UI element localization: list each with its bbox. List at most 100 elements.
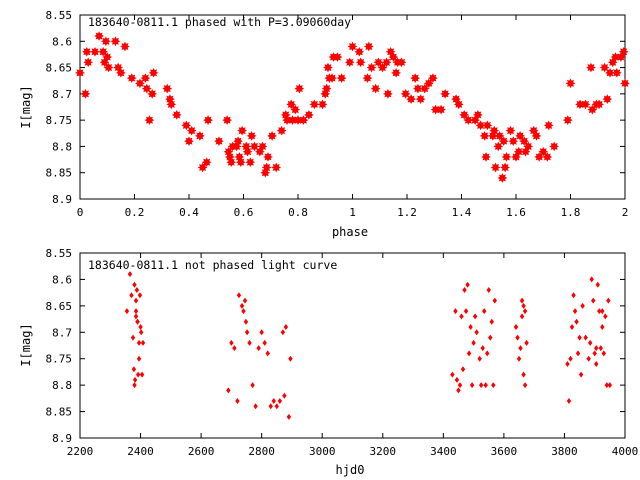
unphased-data-point	[462, 287, 467, 293]
unphased-data-point	[485, 350, 490, 357]
phased-data-point	[214, 136, 224, 147]
phased-data-point	[83, 57, 94, 68]
phased-data-point	[428, 73, 438, 83]
phased-data-point	[413, 83, 423, 94]
phased-data-point	[519, 136, 530, 147]
unphased-data-point	[136, 339, 142, 346]
phased-data-point	[500, 162, 510, 173]
phased-data-point	[490, 162, 501, 173]
unphased-data-point	[465, 281, 470, 288]
unphased-data-point	[592, 350, 597, 357]
phased-xtick-label: 0.8	[288, 206, 308, 219]
unphased-data-point	[478, 382, 484, 389]
unphased-data-point	[456, 387, 461, 394]
phased-data-point	[140, 73, 151, 83]
phased-data-point	[479, 131, 490, 141]
phased-data-point	[162, 83, 173, 94]
phased-data-point	[436, 104, 446, 115]
unphased-data-point	[280, 329, 286, 336]
unphased-data-point	[277, 398, 283, 404]
unphased-xtick-label: 2800	[248, 445, 275, 458]
unphased-data-point	[569, 324, 575, 330]
phased-data-point	[197, 162, 208, 173]
unphased-ytick-label: 8.7	[52, 326, 72, 339]
unphased-data-point	[595, 281, 600, 288]
unphased-data-point	[132, 376, 138, 383]
unphased-data-point	[604, 382, 610, 389]
unphased-data-point	[139, 371, 145, 378]
unphased-data-point	[469, 382, 475, 389]
phased-data-point	[620, 78, 630, 89]
unphased-data-point	[133, 308, 139, 315]
unphased-ytick-label: 8.65	[46, 300, 73, 313]
phased-data-point	[317, 99, 328, 110]
phased-data-point	[141, 83, 152, 94]
phased-data-point	[282, 115, 292, 125]
phased-xtick-label: 2	[622, 206, 629, 219]
phased-plot-title: 183640-0811.1 phased with P=3.09060day	[88, 15, 351, 29]
unphased-data-point	[483, 382, 488, 389]
unphased-data-point	[256, 345, 261, 352]
unphased-ytick-label: 8.9	[52, 432, 72, 445]
unphased-data-point	[606, 297, 611, 304]
phased-data-point	[201, 157, 212, 168]
phased-data-point	[453, 99, 464, 110]
phased-data-point	[363, 41, 374, 52]
phased-data-point	[271, 162, 282, 173]
unphased-data-point	[601, 350, 607, 357]
phased-plot: 183640-0811.1 phased with P=3.09060day p…	[19, 9, 630, 239]
phased-data-point	[242, 146, 253, 157]
phased-data-point	[602, 94, 613, 104]
unphased-data-point	[463, 308, 469, 315]
unphased-ytick-label: 8.75	[46, 353, 73, 366]
phased-xtick-label: 1	[349, 206, 356, 219]
phased-data-point	[98, 46, 109, 57]
phased-data-point	[562, 115, 573, 125]
phased-data-point	[246, 131, 257, 141]
unphased-data-point	[482, 308, 487, 315]
phased-plot-xlabel: phase	[332, 225, 368, 239]
phased-data-point	[135, 78, 145, 89]
unphased-data-point	[491, 382, 496, 389]
phased-data-point	[475, 120, 486, 131]
unphased-xtick-label: 2200	[67, 445, 94, 458]
unphased-data-point	[594, 345, 599, 352]
phased-data-point	[116, 67, 126, 78]
phased-data-point	[586, 62, 596, 73]
phased-data-point	[336, 73, 347, 83]
unphased-data-point	[241, 308, 246, 315]
unphased-data-point	[466, 350, 472, 357]
unphased-data-point	[477, 355, 482, 362]
phased-data-point	[332, 52, 343, 62]
phased-data-point	[245, 157, 256, 168]
unphased-data-point	[568, 355, 573, 362]
phased-xtick-label: 0.2	[125, 206, 145, 219]
phased-data-point	[373, 57, 384, 68]
phased-data-point	[293, 115, 303, 125]
unphased-data-point	[236, 292, 242, 299]
unphased-data-point	[229, 339, 234, 346]
unphased-ytick-label: 8.55	[46, 247, 73, 260]
unphased-data-point	[135, 318, 140, 325]
phased-ytick-label: 8.75	[46, 114, 73, 127]
phased-data-point	[406, 94, 416, 104]
unphased-plot: 183640-0811.1 not phased light curve hjd…	[19, 247, 638, 477]
phased-data-point	[618, 46, 629, 57]
phased-data-point	[148, 67, 159, 78]
unphased-data-point	[133, 297, 139, 304]
phased-data-point	[534, 152, 545, 162]
phased-data-point	[482, 120, 493, 131]
phased-data-point	[493, 141, 504, 152]
unphased-plot-title: 183640-0811.1 not phased light curve	[88, 258, 337, 272]
phased-data-point	[505, 125, 516, 136]
unphased-data-point	[600, 324, 605, 330]
phased-data-point	[101, 36, 111, 47]
unphased-data-point	[283, 324, 289, 330]
phased-ytick-label: 8.65	[46, 62, 73, 75]
unphased-data-point	[259, 329, 264, 336]
unphased-data-point	[566, 398, 572, 404]
phased-data-point	[381, 57, 392, 68]
unphased-data-point	[226, 387, 231, 394]
phased-data-point	[549, 141, 560, 152]
phased-data-point	[430, 104, 441, 115]
